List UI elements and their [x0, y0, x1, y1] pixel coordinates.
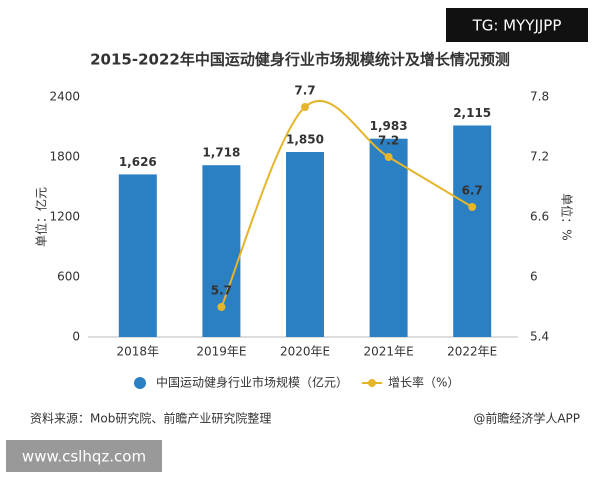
- x-tick-label: 2018年: [117, 345, 160, 359]
- x-tick-label: 2020年E: [280, 345, 330, 359]
- line: [220, 99, 473, 308]
- bar-value-label: 1,626: [119, 155, 157, 169]
- y2-tick-label: 7.2: [530, 150, 549, 164]
- y-tick-label: 2400: [49, 90, 80, 104]
- source-note: 资料来源：Mob研究院、前瞻产业研究院整理: [30, 411, 271, 426]
- x-tick-label: 2021年E: [364, 345, 414, 359]
- y2-tick-label: 7.8: [530, 90, 549, 104]
- legend-marker: [134, 377, 146, 389]
- bar-value-label: 2,115: [453, 106, 491, 120]
- y2-axis-label: 单位：%: [560, 193, 575, 240]
- x-tick-label: 2022年E: [447, 345, 497, 359]
- line-value-label: 7.2: [378, 134, 399, 148]
- y-tick-label: 1200: [49, 210, 80, 224]
- y-tick-label: 600: [57, 270, 80, 284]
- bar-value-label: 1,850: [286, 133, 324, 147]
- legend-marker: [368, 379, 376, 387]
- watermark-box: [6, 440, 162, 472]
- y-tick-label: 1800: [49, 150, 80, 164]
- line-point: [384, 153, 393, 161]
- line-point: [301, 103, 309, 111]
- watermark-text: www.cslhqz.com: [22, 448, 146, 466]
- bar: [369, 138, 408, 337]
- line-value-label: 5.7: [211, 284, 232, 298]
- bar: [286, 152, 324, 337]
- credit: @前瞻经济学人APP: [473, 411, 580, 426]
- y2-tick-label: 6.6: [530, 210, 549, 224]
- bar: [118, 174, 157, 337]
- line-point: [468, 203, 477, 211]
- y2-tick-label: 6: [530, 270, 538, 284]
- line-point: [217, 303, 226, 311]
- x-tick-label: 2019年E: [196, 345, 246, 359]
- chart-title: 2015-2022年中国运动健身行业市场规模统计及增长情况预测: [90, 51, 510, 69]
- bar: [453, 125, 492, 337]
- watermark-box: [446, 8, 588, 42]
- bar-value-label: 1,718: [202, 146, 240, 160]
- line-value-label: 7.7: [294, 84, 315, 98]
- legend-label: 增长率（%）: [388, 375, 459, 390]
- y-tick-label: 0: [72, 330, 80, 344]
- line-value-label: 6.7: [462, 184, 483, 198]
- y-axis-label: 单位：亿元: [34, 187, 49, 247]
- bar: [202, 165, 241, 337]
- legend-label: 中国运动健身行业市场规模（亿元）: [156, 375, 348, 390]
- bar-value-label: 1,983: [370, 119, 408, 133]
- y2-tick-label: 5.4: [530, 330, 549, 344]
- watermark-text: TG: MYYJJPP: [472, 17, 562, 35]
